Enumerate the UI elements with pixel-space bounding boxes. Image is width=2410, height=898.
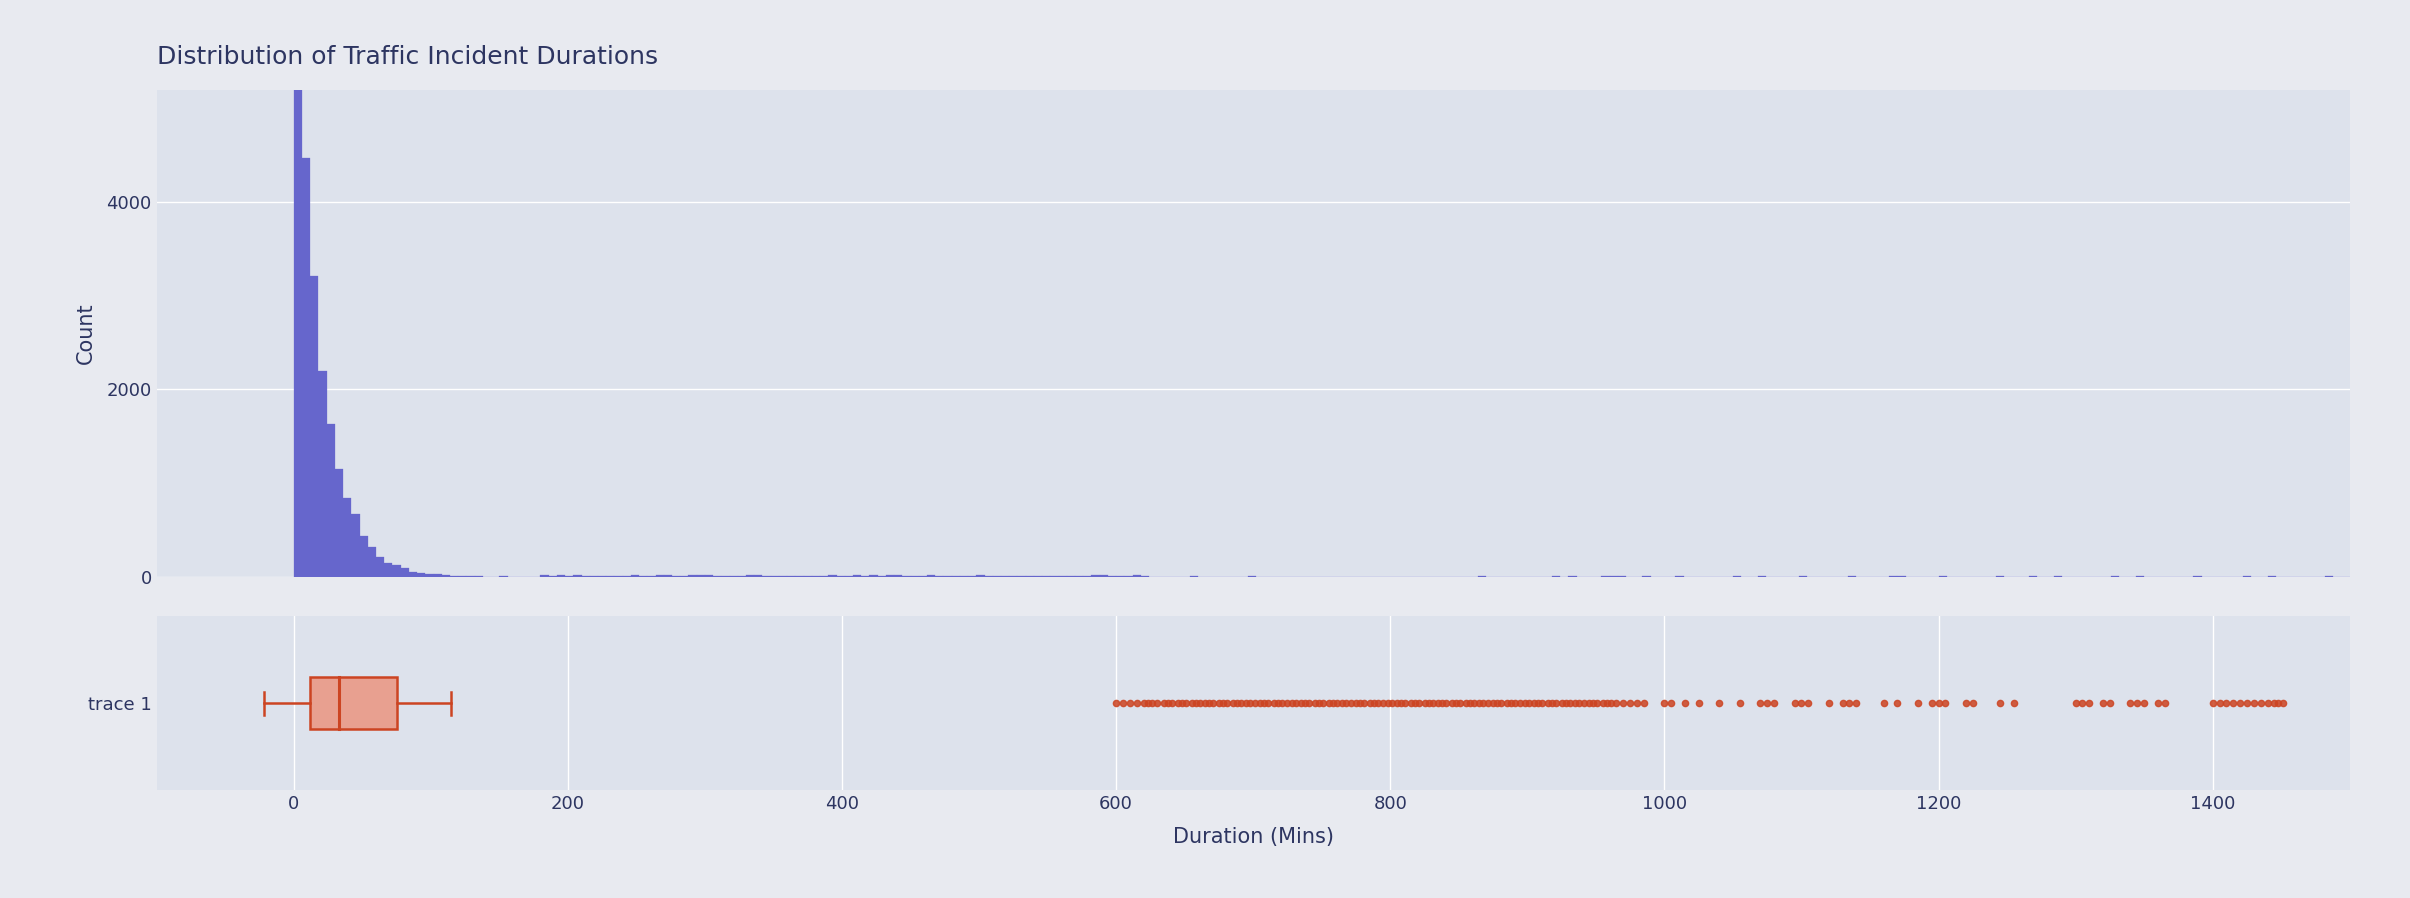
Bar [615,576,622,577]
Bar [1041,576,1051,577]
Bar [747,576,754,577]
Bar [1133,576,1140,577]
Bar [410,572,417,577]
Bar [762,576,771,577]
X-axis label: Duration (Mins): Duration (Mins) [1174,827,1333,847]
Bar [672,576,680,577]
Bar [424,574,434,577]
Bar [648,576,656,577]
Bar [969,576,976,577]
Bar [441,575,451,577]
Bar [704,575,713,577]
Text: Distribution of Traffic Incident Durations: Distribution of Traffic Incident Duratio… [157,45,658,69]
Bar [434,575,441,577]
Bar [383,563,393,577]
Bar [754,576,762,577]
Bar [352,514,359,577]
Bar [376,557,383,577]
Bar [301,158,311,577]
Bar [689,576,696,577]
Bar [829,576,836,577]
Bar [713,576,721,577]
Bar [631,576,639,577]
Bar [1125,576,1133,577]
Bar [894,575,901,577]
Bar [877,576,887,577]
Bar [598,576,607,577]
Bar [1099,576,1109,577]
Bar [557,576,564,577]
Bar [788,576,795,577]
Bar [393,565,400,577]
Bar [1000,576,1010,577]
Bar [901,576,911,577]
Y-axis label: Count: Count [75,303,96,364]
Bar [928,576,935,577]
Bar [803,576,812,577]
Bar [853,576,860,577]
Bar [417,573,424,577]
Bar [1082,576,1092,577]
Bar [639,576,648,577]
Bar [540,576,549,577]
Bar [369,548,376,577]
Bar [993,576,1000,577]
Bar [328,425,335,577]
Bar [721,576,730,577]
Bar [870,576,877,577]
Bar [1092,576,1099,577]
Bar [574,576,581,577]
Bar [737,576,747,577]
Bar [400,568,410,577]
Bar [663,576,672,577]
Bar [795,576,803,577]
Bar [311,276,318,577]
Bar [680,576,689,577]
Bar [976,576,986,577]
Bar [1034,576,1041,577]
Bar [1075,576,1082,577]
Bar [342,498,352,577]
Bar [335,469,342,577]
Bar [1027,576,1034,577]
Bar [311,677,398,729]
Bar [887,575,894,577]
Bar [294,0,301,577]
Bar [696,575,704,577]
Bar [318,371,328,577]
Bar [1010,576,1017,577]
Bar [656,576,663,577]
Bar [359,536,369,577]
